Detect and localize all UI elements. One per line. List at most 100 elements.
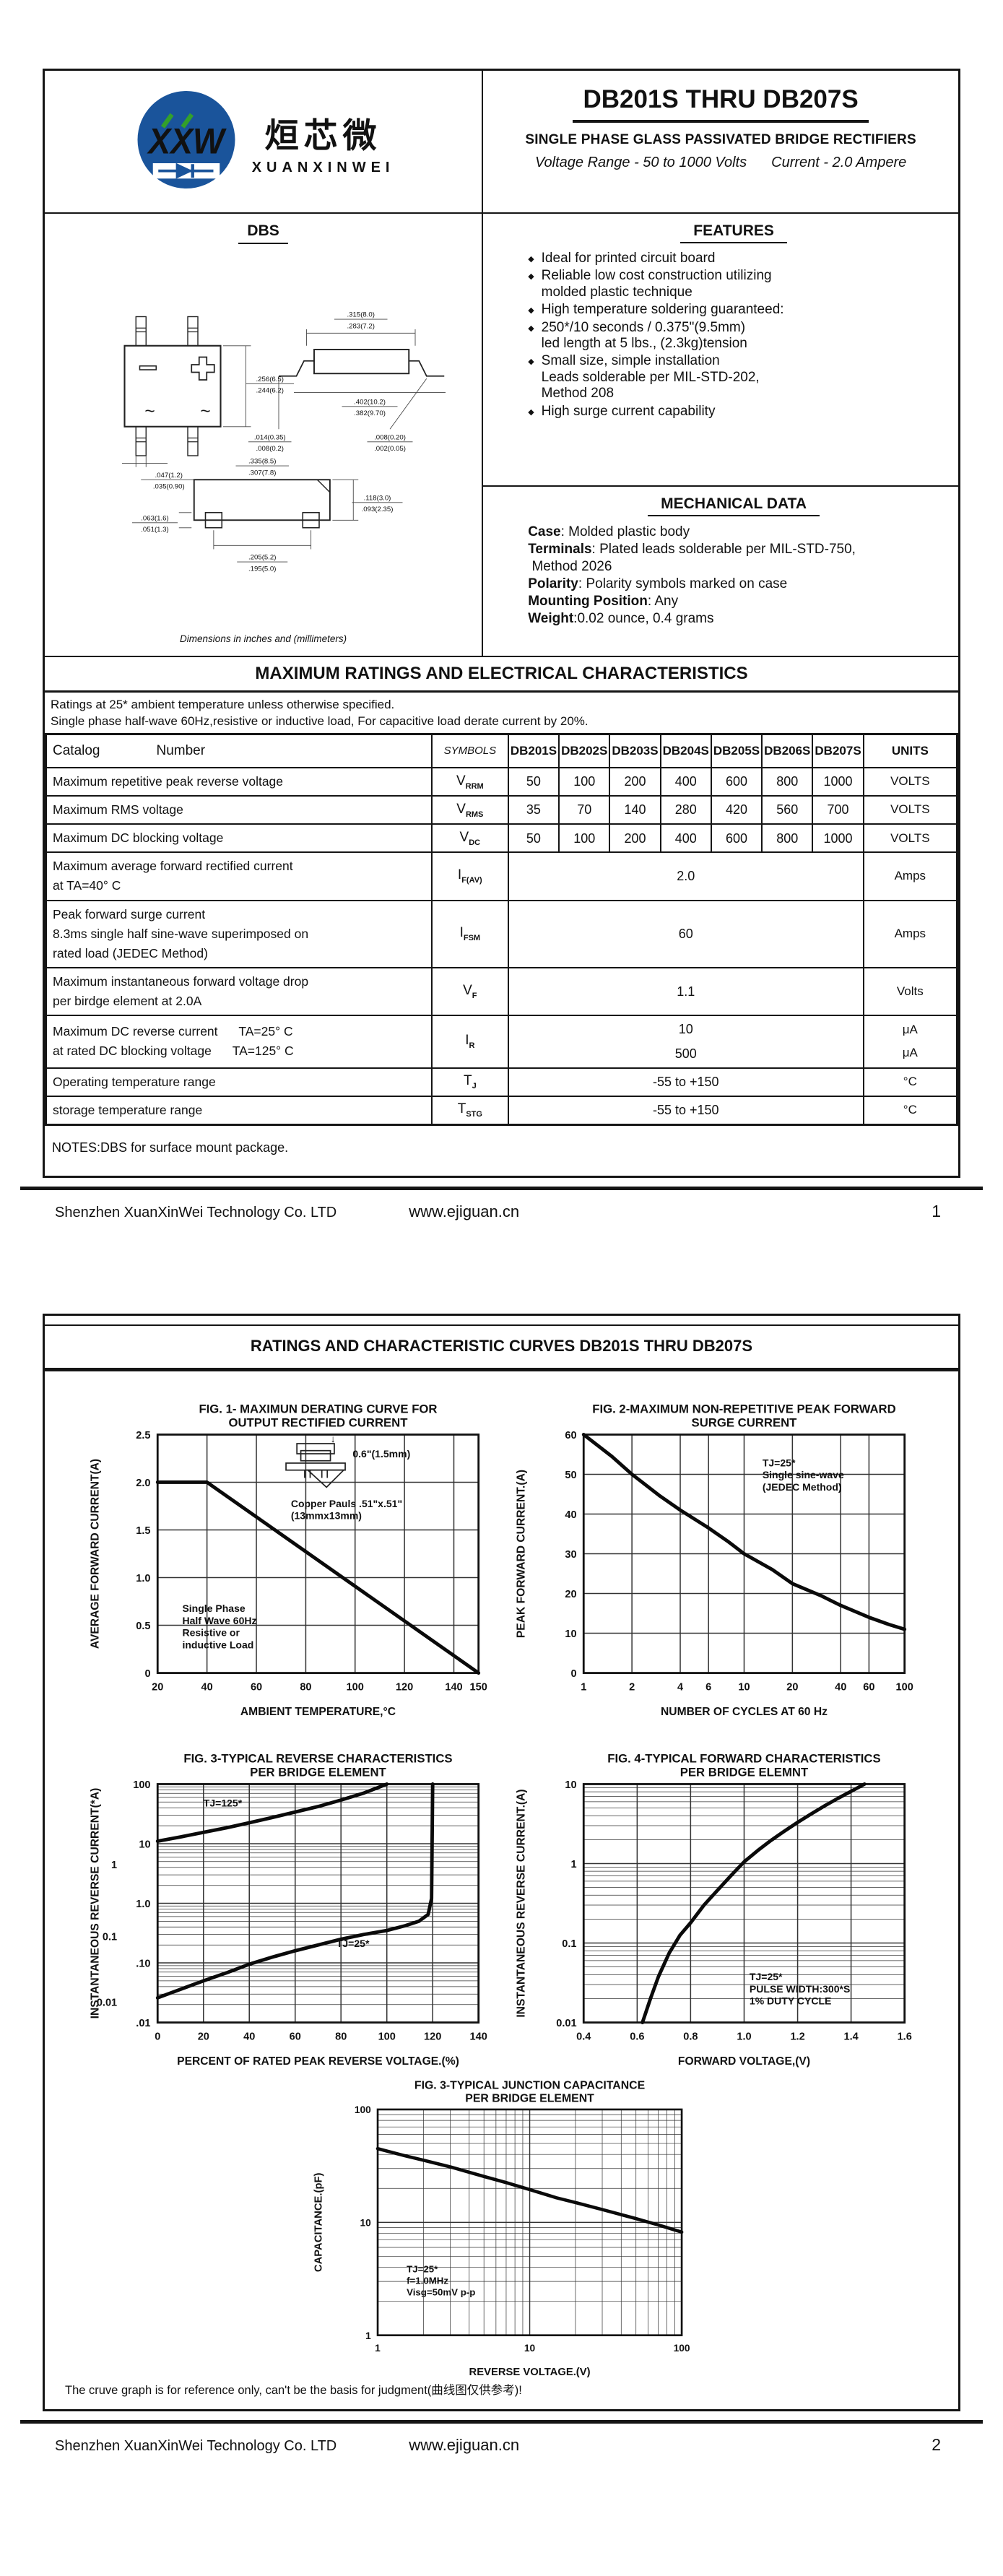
diamond-bullet-icon: ◆ <box>528 306 534 316</box>
svg-text:20: 20 <box>565 1589 577 1600</box>
row-value: 400 <box>659 823 712 854</box>
svg-text:~: ~ <box>144 402 155 421</box>
part-number-title: DB201S THRU DB207S <box>573 85 869 123</box>
svg-text:10: 10 <box>565 1629 577 1640</box>
company-logo: XXW 烜芯微 XUANXINWEI <box>45 71 484 212</box>
mechanical-data-section: MECHANICAL DATA Case: Molded plastic bod… <box>483 487 958 628</box>
row-units: VOLTS <box>862 794 958 825</box>
row-value: 1000 <box>812 823 864 854</box>
package-name: DBS <box>238 222 288 244</box>
svg-text:30: 30 <box>565 1549 577 1561</box>
svg-text:2: 2 <box>629 1681 635 1693</box>
curves-heading: RATINGS AND CHARACTERISTIC CURVES DB201S… <box>45 1324 958 1371</box>
svg-text:10: 10 <box>360 2217 371 2228</box>
svg-text:.014(0.35): .014(0.35) <box>253 433 285 441</box>
footer-website: www.ejiguan.cn <box>409 1202 520 1220</box>
fig3-reverse-characteristics-chart: 0 20 40 60 80 100 120 140 100 10 1.0 .10 .01 1 0.1 0.01… <box>86 1750 491 2070</box>
row-value: 800 <box>761 823 814 854</box>
feature-item: ◆ High temperature soldering guaranteed: <box>528 302 784 318</box>
page-1: XXW 烜芯微 XUANXINWEI DB201S THRU DB207S SI… <box>43 69 960 1178</box>
footer-page-1: Shenzhen XuanXinWei Technology Co. LTD w… <box>0 1190 1003 1221</box>
col-header-device: DB207S <box>812 733 864 768</box>
svg-text:0.4: 0.4 <box>576 2031 591 2043</box>
ratings-note-1: Ratings at 25* ambient temperature unles… <box>51 698 395 711</box>
svg-text:0.01: 0.01 <box>556 2018 576 2029</box>
svg-text:1.0: 1.0 <box>136 1573 150 1584</box>
svg-text:.063(1.6): .063(1.6) <box>141 514 168 522</box>
row-value: 600 <box>710 823 763 854</box>
row-label: Maximum DC reverse current TA=25° C at r… <box>45 1015 433 1069</box>
features-heading: FEATURES <box>528 222 939 243</box>
row-symbol: IF(AV) <box>430 851 509 901</box>
mechanical-line: Polarity: Polarity symbols marked on cas… <box>528 576 788 591</box>
svg-text:50: 50 <box>565 1470 577 1481</box>
svg-text:inductive Load: inductive Load <box>182 1639 253 1650</box>
svg-text:1: 1 <box>581 1681 586 1693</box>
current-rating: Current - 2.0 Ampere <box>771 155 907 170</box>
svg-text:1.5: 1.5 <box>136 1525 150 1537</box>
svg-text:10: 10 <box>524 2343 536 2354</box>
svg-text:Visg=50mV p-p: Visg=50mV p-p <box>407 2286 475 2297</box>
mechanical-heading: MECHANICAL DATA <box>528 495 939 516</box>
svg-text:2.0: 2.0 <box>136 1478 150 1489</box>
row-label: Operating temperature range <box>45 1067 433 1097</box>
row-value: 70 <box>558 794 611 825</box>
logo-icon: XXW <box>137 91 235 188</box>
range-line: Voltage Range - 50 to 1000 Volts Current… <box>483 155 958 171</box>
table-notes: NOTES:DBS for surface mount package. <box>52 1140 289 1155</box>
svg-text:.205(5.2): .205(5.2) <box>248 554 276 562</box>
svg-text:60: 60 <box>864 1681 875 1693</box>
svg-text:100: 100 <box>346 1681 363 1693</box>
svg-text:1.6: 1.6 <box>898 2031 912 2043</box>
svg-text:1.4: 1.4 <box>844 2031 859 2043</box>
row-value: 50 <box>507 823 560 854</box>
row-value: 50 <box>507 766 560 797</box>
logo-english-name: XUANXINWEI <box>251 159 395 175</box>
row-value: 60 <box>507 899 864 968</box>
row-units: Volts <box>862 966 958 1017</box>
svg-text:FIG. 4-TYPICAL FORWARD CHARACT: FIG. 4-TYPICAL FORWARD CHARACTERISTICS <box>608 1752 881 1766</box>
footer-website: www.ejiguan.cn <box>409 2436 520 2454</box>
row-units: VOLTS <box>862 823 958 854</box>
svg-text:XXW: XXW <box>146 121 226 161</box>
row-value: -55 to +150 <box>507 1095 864 1126</box>
row-units: Amps <box>862 899 958 968</box>
row-units: VOLTS <box>862 766 958 797</box>
diamond-bullet-icon: ◆ <box>528 272 534 282</box>
diamond-bullet-icon: ◆ <box>528 324 534 333</box>
svg-text:.035(0.90): .035(0.90) <box>152 483 184 491</box>
ratings-heading: MAXIMUM RATINGS AND ELECTRICAL CHARACTER… <box>45 657 958 693</box>
svg-text:.283(7.2): .283(7.2) <box>347 322 374 330</box>
features-list: ◆ Ideal for printed circuit board ◆ Reliabl… <box>528 251 939 420</box>
feature-item: ◆ Reliable low cost construction utilizin… <box>528 268 772 300</box>
row-units: °C <box>862 1095 958 1126</box>
svg-text:PERCENT OF RATED PEAK REVERSE: PERCENT OF RATED PEAK REVERSE VOLTAGE.(%… <box>177 2055 459 2068</box>
svg-text:0.8: 0.8 <box>684 2031 698 2043</box>
fig5-junction-capacitance-chart: 1 10 100 1 10 100 FIG. 3-TYPICAL JUNCTION CAPA… <box>310 2077 693 2381</box>
ratings-note-2: Single phase half-wave 60Hz,resistive or… <box>51 714 589 728</box>
svg-text:Copper Pauls .51"x.51": Copper Pauls .51"x.51" <box>291 1498 402 1509</box>
svg-text:40: 40 <box>565 1509 577 1521</box>
svg-text:REVERSE VOLTAGE.(V): REVERSE VOLTAGE.(V) <box>469 2367 590 2378</box>
svg-text:1.2: 1.2 <box>791 2031 805 2043</box>
svg-text:100: 100 <box>355 2104 371 2115</box>
diamond-bullet-icon: ◆ <box>528 407 534 417</box>
row-value: 1000 <box>812 766 864 797</box>
footer-company: Shenzhen XuanXinWei Technology Co. LTD <box>55 1205 337 1220</box>
svg-text:.01: .01 <box>136 2018 150 2029</box>
row-label: Maximum RMS voltage <box>45 794 433 825</box>
svg-text:6: 6 <box>705 1681 711 1693</box>
row-symbol: VRRM <box>430 766 509 797</box>
table-row: Maximum RMS voltage VRMS 35 70 140 280 420 560 7… <box>45 794 958 825</box>
svg-text:20: 20 <box>197 2031 209 2043</box>
svg-text:PEAK FORWARD CURRENT.(A): PEAK FORWARD CURRENT.(A) <box>516 1470 528 1638</box>
svg-text:INSTANTANEOUS REVERSE CURRENT.: INSTANTANEOUS REVERSE CURRENT.(A) <box>516 1790 528 2018</box>
svg-text:120: 120 <box>396 1681 413 1693</box>
row-value: 400 <box>659 766 712 797</box>
svg-text:PER BRIDGE ELEMNT: PER BRIDGE ELEMNT <box>680 1766 809 1779</box>
svg-text:Half Wave 60Hz: Half Wave 60Hz <box>182 1615 256 1626</box>
row-value: 420 <box>710 794 763 825</box>
diamond-bullet-icon: ◆ <box>528 255 534 264</box>
row-value: 200 <box>609 823 661 854</box>
row-label: Maximum average forward rectified curren… <box>45 851 433 901</box>
